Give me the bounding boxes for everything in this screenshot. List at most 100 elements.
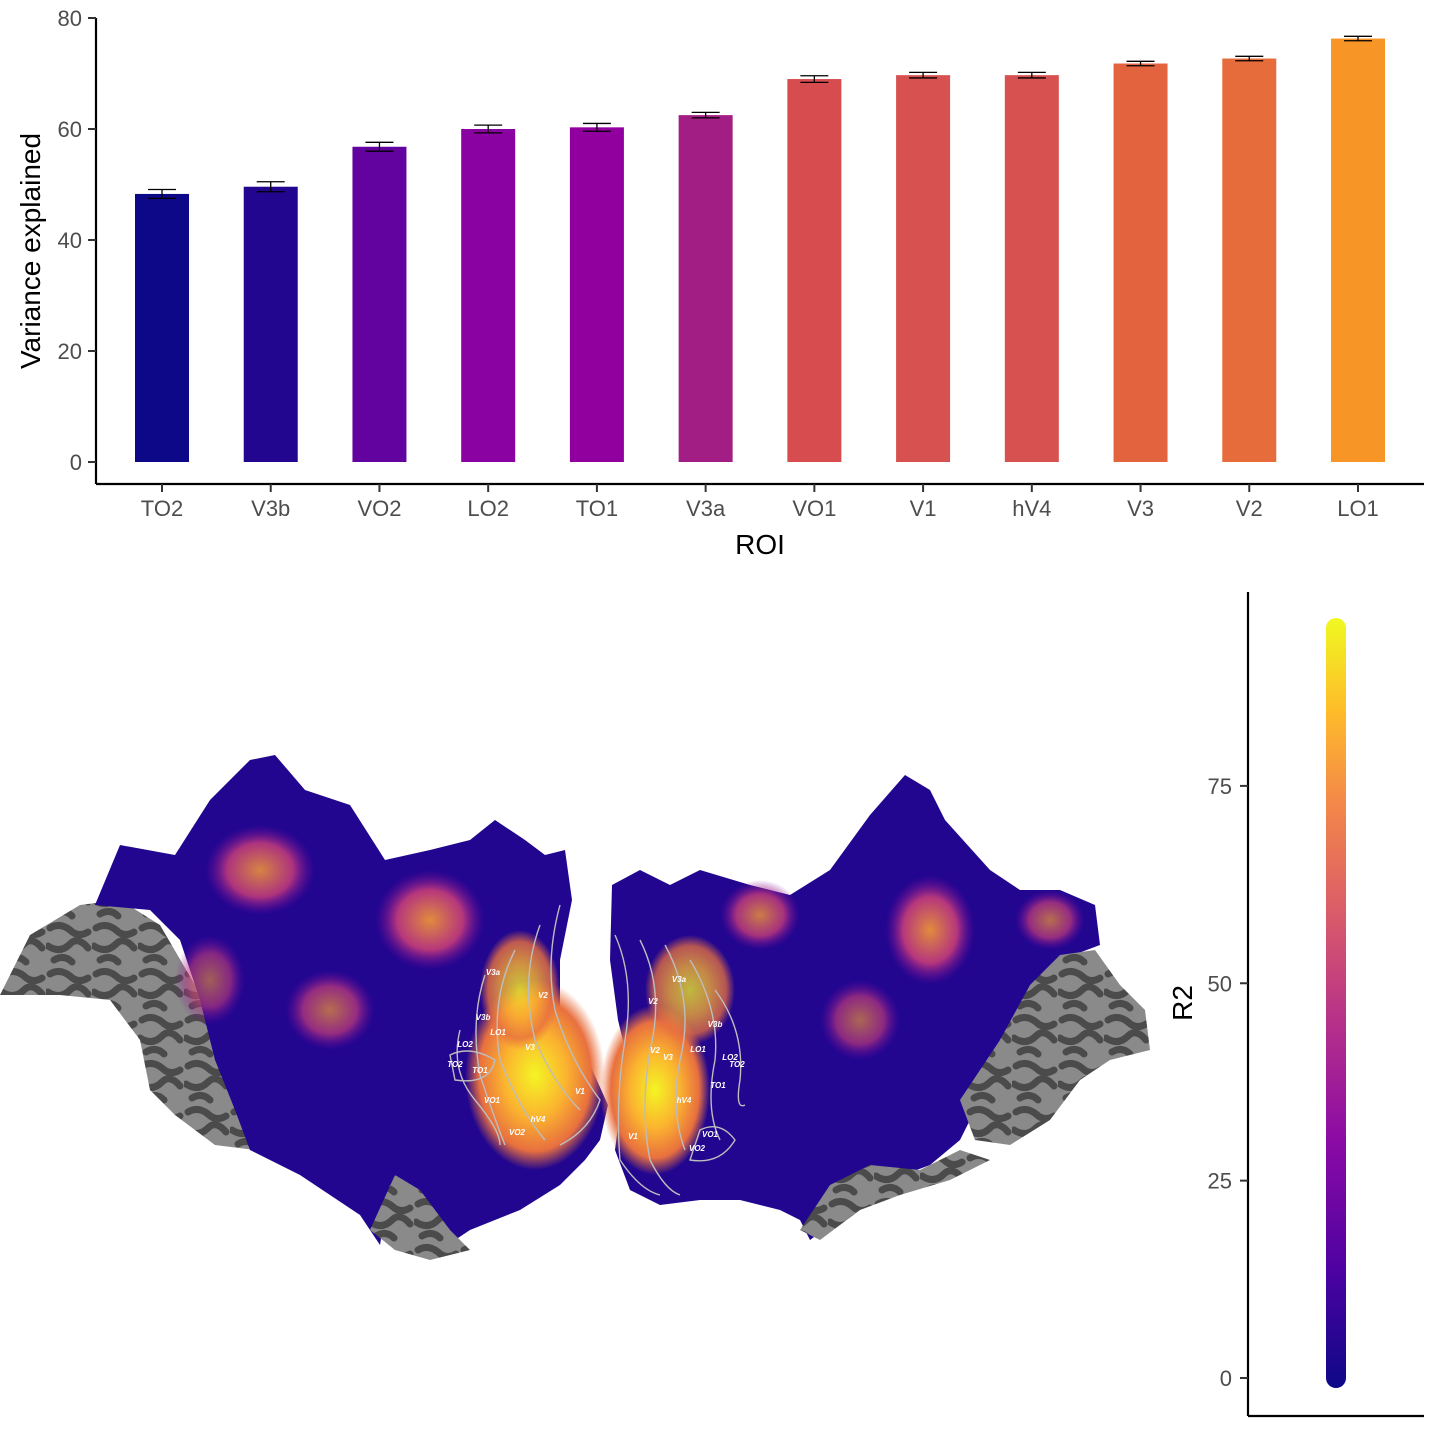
left-roi-labels: V3a V2 V3b LO1 LO2 V3 TO2 TO1 VO1 V1 hV4 VO2 xyxy=(447,968,585,1137)
bar-V1 xyxy=(896,75,951,462)
roi-label-right-V2: V2 xyxy=(648,997,658,1006)
right-roi-outlines xyxy=(614,934,746,1196)
right-lateral-anatomy xyxy=(960,950,1150,1145)
left-roi-outlines xyxy=(449,904,601,1146)
x-tick-label-hV4: hV4 xyxy=(1012,496,1051,521)
roi-label-right-TO2: TO2 xyxy=(729,1060,745,1069)
left-hemisphere: V3a V2 V3b LO1 LO2 V3 TO2 TO1 VO1 V1 hV4 VO2 xyxy=(0,755,608,1260)
roi-label-right-TO1: TO1 xyxy=(710,1081,726,1090)
bar-VO1 xyxy=(787,79,842,463)
roi-label-left-V3: V3 xyxy=(525,1043,535,1052)
colorbar-title: R2 xyxy=(1167,985,1198,1021)
roi-label-left-TO1: TO1 xyxy=(472,1066,488,1075)
left-warm-patch-1 xyxy=(205,825,315,915)
colorbar-tick-label: 50 xyxy=(1208,971,1232,996)
x-tick-label-TO1: TO1 xyxy=(576,496,618,521)
roi-label-right-V3: V3 xyxy=(663,1053,673,1062)
bar-TO1 xyxy=(569,127,624,463)
bar-LO1 xyxy=(1331,38,1385,462)
roi-label-left-VO1: VO1 xyxy=(484,1096,501,1105)
bar-V3 xyxy=(1113,63,1168,462)
colorbar-tick-label: 25 xyxy=(1208,1169,1232,1194)
roi-label-left-TO2: TO2 xyxy=(447,1060,463,1069)
x-tick-label-VO1: VO1 xyxy=(792,496,836,521)
y-tick-label: 0 xyxy=(70,450,82,475)
error-bar-V3b xyxy=(256,181,285,193)
x-tick-label-V3b: V3b xyxy=(251,496,290,521)
left-medial-anatomy xyxy=(0,900,255,1150)
colorbar-tick-label: 0 xyxy=(1220,1366,1232,1391)
error-bar-VO1 xyxy=(800,75,829,84)
right-ventral-anatomy xyxy=(800,1150,990,1240)
colorbar-legend: 0 25 50 75 R2 xyxy=(1167,592,1424,1418)
colorbar-gradient xyxy=(1326,618,1346,1388)
bar-V3b xyxy=(243,186,298,462)
bar-chart: 0 20 40 60 80 TO2 V3b VO2 LO2 TO1 V3a VO1 V1 hV4 V3 V2… xyxy=(15,6,1424,560)
roi-label-right-VO1: VO1 xyxy=(702,1130,719,1139)
bar-LO2 xyxy=(461,129,516,462)
x-ticks: TO2 V3b VO2 LO2 TO1 V3a VO1 V1 hV4 V3 V2 LO1 xyxy=(141,484,1379,521)
error-bar-V3a xyxy=(691,111,720,119)
bars xyxy=(135,35,1385,463)
bar-V2 xyxy=(1222,58,1277,462)
roi-label-left-V3a: V3a xyxy=(486,968,501,977)
roi-label-right-V1: V1 xyxy=(628,1132,638,1141)
roi-label-left-V1: V1 xyxy=(575,1087,585,1096)
y-axis-title: Variance explained xyxy=(15,133,46,369)
colorbar-ticks: 0 25 50 75 xyxy=(1208,774,1248,1391)
y-tick-label: 80 xyxy=(58,6,82,31)
bar-VO2 xyxy=(352,146,407,462)
roi-label-right-LO1: LO1 xyxy=(690,1045,706,1054)
right-warm-patch-3 xyxy=(820,980,900,1060)
error-bar-VO2 xyxy=(365,141,394,152)
left-ventral-anatomy xyxy=(370,1175,470,1260)
error-bar-LO2 xyxy=(474,124,503,134)
error-bar-TO1 xyxy=(582,122,611,132)
roi-label-right-VO2: VO2 xyxy=(689,1144,706,1153)
colorbar-tick-label: 75 xyxy=(1208,774,1232,799)
left-hotspot-dorsal xyxy=(480,930,560,1050)
error-bar-TO2 xyxy=(148,188,176,200)
right-warm-patch-2 xyxy=(720,880,800,950)
x-tick-label-TO2: TO2 xyxy=(141,496,183,521)
roi-label-left-hV4: hV4 xyxy=(531,1115,546,1124)
bar-hV4 xyxy=(1004,75,1059,462)
x-tick-label-V3: V3 xyxy=(1127,496,1154,521)
roi-label-right-V3b: V3b xyxy=(708,1020,723,1029)
roi-label-right-V3a: V3a xyxy=(672,975,687,984)
roi-label-right-hV4: hV4 xyxy=(677,1096,692,1105)
left-warm-patch-2 xyxy=(375,870,485,970)
x-tick-label-LO2: LO2 xyxy=(467,496,509,521)
left-warm-patch-3 xyxy=(285,970,375,1050)
error-bar-V3 xyxy=(1126,60,1155,67)
roi-label-right-V2: V2 xyxy=(650,1046,660,1055)
error-bar-V1 xyxy=(909,71,938,79)
right-warm-patch-1 xyxy=(885,875,975,985)
roi-label-right-LO2: LO2 xyxy=(722,1053,738,1062)
x-tick-label-VO2: VO2 xyxy=(357,496,401,521)
error-bar-hV4 xyxy=(1017,71,1046,79)
x-tick-label-LO1: LO1 xyxy=(1337,496,1379,521)
y-tick-label: 60 xyxy=(58,117,82,142)
right-warm-patch-4 xyxy=(1015,890,1085,950)
x-axis-title: ROI xyxy=(735,529,785,560)
bar-V3a xyxy=(678,115,733,462)
y-tick-label: 20 xyxy=(58,339,82,364)
error-bar-LO1 xyxy=(1344,35,1372,42)
x-tick-label-V2: V2 xyxy=(1236,496,1263,521)
x-tick-label-V1: V1 xyxy=(910,496,937,521)
bar-TO2 xyxy=(135,193,189,462)
x-tick-label-V3a: V3a xyxy=(686,496,726,521)
roi-label-left-LO1: LO1 xyxy=(490,1028,506,1037)
y-ticks: 0 20 40 60 80 xyxy=(58,6,96,475)
error-bar-V2 xyxy=(1235,55,1264,62)
roi-label-left-LO2: LO2 xyxy=(457,1040,473,1049)
left-warm-patch-4 xyxy=(175,935,245,1025)
y-tick-label: 40 xyxy=(58,228,82,253)
roi-label-left-V3b: V3b xyxy=(476,1013,491,1022)
roi-label-left-VO2: VO2 xyxy=(509,1128,526,1137)
